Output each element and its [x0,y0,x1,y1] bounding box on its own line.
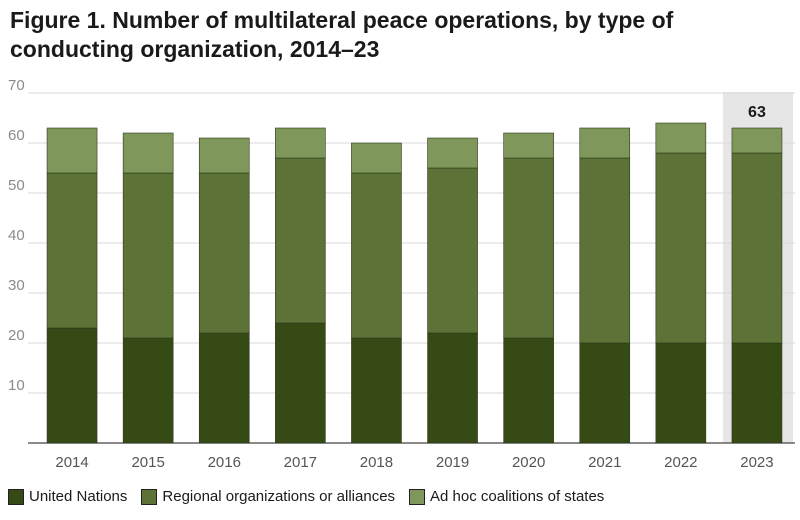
x-tick-label: 2015 [131,454,164,471]
bar-segment [579,342,631,444]
bar-segment [122,132,174,174]
bar-segment [731,127,783,154]
bar-segment [351,142,402,174]
x-tick-label: 2021 [588,454,621,471]
y-tick-label: 70 [8,77,25,94]
bar-segment [46,127,98,174]
x-tick-label: 2019 [436,454,469,471]
bar-segment [579,127,631,159]
bar-segment [503,157,554,339]
x-tick-label: 2016 [208,454,241,471]
bar-segment [46,172,98,329]
bar-segment [46,327,98,444]
bar-segment [122,337,174,444]
legend-swatch-united-nations [8,488,24,505]
bar-segment [731,342,783,444]
bar-segment [655,342,707,444]
bar-segment [351,337,402,444]
bar-segment [427,167,478,334]
bar-segment [427,332,478,444]
y-tick-label: 10 [8,377,25,394]
bar-segment [503,337,554,444]
y-tick-label: 60 [8,127,25,144]
bar-segment [275,127,326,159]
bar-segment [579,157,631,344]
bars-layer [46,122,783,444]
bar-segment [427,137,478,169]
stacked-bar-chart: 10 20 30 40 50 60 70 2014 2015 2016 2017 2018 2019 20… [8,77,795,471]
y-tick-label: 50 [8,177,25,194]
y-tick-label: 30 [8,277,25,294]
text-layer: 10 20 30 40 50 60 70 2014 2015 2016 2017 2018 2019 20… [8,77,774,471]
bar-segment [731,152,783,344]
x-tick-label: 2020 [512,454,545,471]
legend-swatch-ad-hoc-coalitions [409,488,426,505]
bar-segment [655,152,707,344]
legend-item-regional-organizations: Regional organizations or alliances [141,488,395,505]
legend-item-ad-hoc-coalitions: Ad hoc coalitions of states [409,488,604,505]
legend-label: Ad hoc coalitions of states [430,488,605,505]
chart-title: Figure 1. Number of multilateral peace o… [10,7,674,62]
bar-segment [198,172,250,334]
bar-segment [655,122,707,154]
x-tick-label: 2018 [360,454,393,471]
x-tick-label: 2017 [284,454,317,471]
x-tick-label: 2014 [55,454,88,471]
y-tick-label: 40 [8,227,25,244]
legend-swatch-regional-organizations [141,488,158,505]
y-tick-label: 20 [8,327,25,344]
legend-label: United Nations [29,488,128,505]
legend: United Nations Regional organizations or… [8,488,618,505]
bar-segment [503,132,554,159]
bar-segment [198,332,250,444]
x-tick-label: 2023 [740,454,773,471]
bar-segment [122,172,174,339]
legend-label: Regional organizations or alliances [162,488,396,505]
bar-segment [275,157,326,324]
legend-item-united-nations: United Nations [8,488,127,505]
bar-segment [275,322,326,444]
bar-segment [198,137,250,174]
total-callout-label: 63 [748,104,766,121]
x-tick-label: 2022 [664,454,697,471]
bar-segment [351,172,402,339]
